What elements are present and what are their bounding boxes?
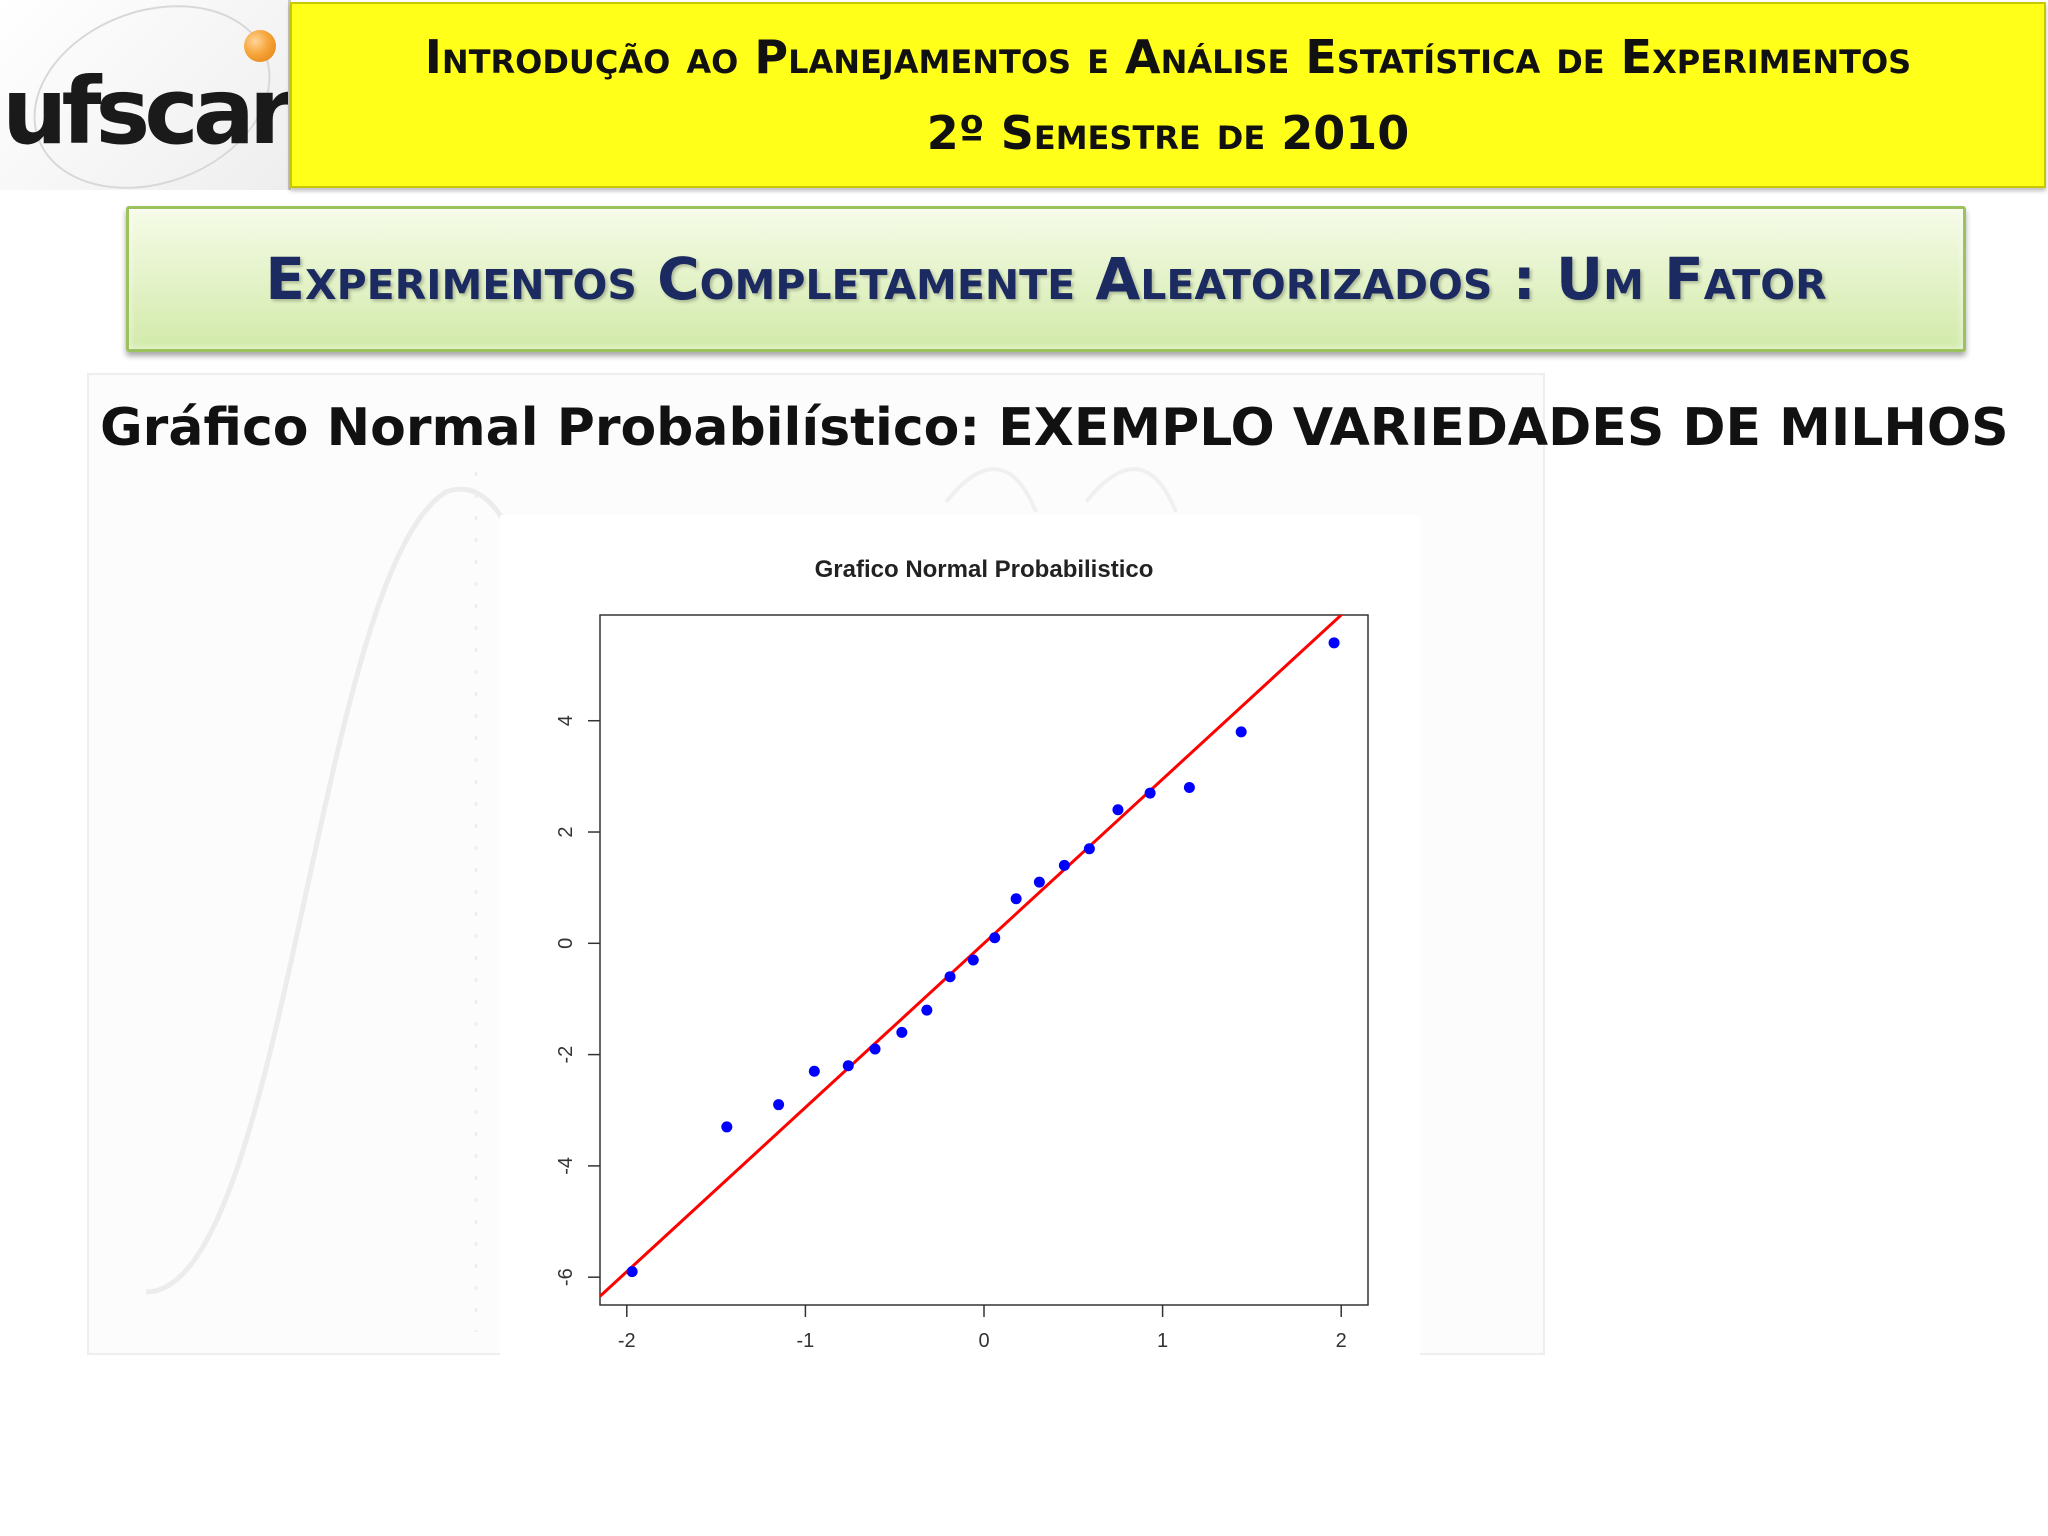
y-tick-label: 4 [555, 715, 577, 726]
y-tick-label: -6 [555, 1268, 577, 1286]
plot-frame [599, 614, 1369, 1306]
course-title: Introdução ao Planejamentos e Análise Es… [424, 30, 1912, 84]
data-point [944, 971, 956, 983]
data-point [1328, 637, 1340, 649]
data-point [869, 1043, 881, 1055]
x-tick-label: -2 [618, 1330, 636, 1352]
plot-area: -2 -1 0 1 2 -6 -4 -2 0 2 4 [555, 614, 1369, 1352]
reference-line [600, 615, 1344, 1298]
data-point [896, 1026, 908, 1038]
ufscar-logo: ufscar [0, 0, 291, 190]
data-point [989, 932, 1001, 944]
logo-wordmark: ufscar [2, 58, 289, 165]
x-tick-label: 1 [1157, 1330, 1168, 1352]
y-tick-label: 0 [555, 938, 577, 949]
data-point [1083, 843, 1095, 855]
y-tick-label: -2 [555, 1046, 577, 1064]
data-point [921, 1004, 933, 1016]
normal-probability-plot: Grafico Normal Probabilistico -2 -1 0 1 2-6-… [500, 515, 1420, 1375]
slide-subtitle: Gráfico Normal Probabilístico: EXEMPLO V… [100, 398, 2009, 458]
data-point [1033, 876, 1045, 888]
data-point [773, 1099, 785, 1111]
y-tick-label: -4 [555, 1157, 577, 1175]
data-point [808, 1065, 820, 1077]
data-point [1010, 893, 1022, 905]
data-point [967, 954, 979, 966]
data-point [1144, 787, 1156, 799]
section-banner: Experimentos Completamente Aleatorizados… [126, 206, 1966, 352]
data-point [1112, 804, 1124, 816]
data-point [721, 1121, 733, 1133]
x-tick-label: 0 [978, 1330, 989, 1352]
data-point [1235, 726, 1247, 738]
data-point [1183, 782, 1195, 793]
semester-label: 2º Semestre de 2010 [926, 106, 1410, 160]
data-point [1058, 859, 1070, 871]
logo-orange-dot [244, 30, 276, 62]
x-tick-label: -1 [796, 1330, 814, 1352]
section-title: Experimentos Completamente Aleatorizados… [265, 245, 1827, 313]
data-point [842, 1060, 854, 1072]
y-tick-label: 2 [555, 826, 577, 837]
data-point [626, 1266, 638, 1278]
chart-title: Grafico Normal Probabilistico [815, 556, 1154, 583]
x-tick-label: 2 [1336, 1330, 1347, 1352]
course-header: Introdução ao Planejamentos e Análise Es… [290, 2, 2046, 188]
